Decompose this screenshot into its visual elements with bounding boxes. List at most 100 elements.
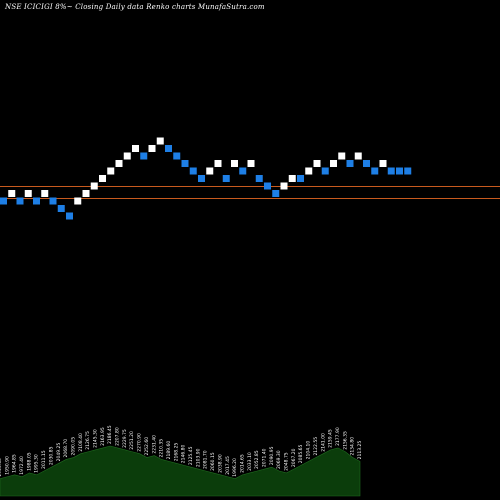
volume-label: 2038.90 (217, 454, 223, 473)
volume-label: 2113.25 (357, 441, 363, 460)
volume-label: 2134.80 (350, 437, 356, 456)
volume-label: 2103.90 (195, 448, 201, 467)
volume-panel: 1953.60 1950.90 1964.85 1972.40 1988.05 1995.… (0, 425, 363, 497)
renko-brick-down (173, 152, 181, 160)
reference-lines (0, 186, 500, 199)
volume-label: 1950.90 (4, 456, 10, 475)
volume-label: 2067.20 (291, 448, 297, 467)
renko-brick-up (305, 167, 313, 175)
renko-brick-down (297, 175, 304, 182)
renko-brick-up (280, 182, 288, 190)
renko-brick-down (239, 167, 247, 175)
renko-brick-up (107, 167, 115, 175)
volume-label: 2189.60 (166, 441, 172, 460)
volume-label: 2081.70 (203, 450, 209, 469)
renko-brick-down (16, 197, 24, 205)
renko-brick-down (165, 145, 172, 152)
volume-label: 1964.85 (12, 454, 18, 473)
volume-label: 2186.45 (107, 425, 113, 444)
volume-label: 2210.35 (159, 439, 165, 458)
volume-label: 2071.40 (261, 448, 267, 467)
volume-label: 2125.45 (188, 446, 194, 465)
renko-brick-down (222, 175, 230, 182)
volume-label: 2085.65 (298, 444, 304, 463)
renko-brick-up (313, 160, 321, 167)
volume-label: 1953.60 (0, 458, 3, 477)
renko-brick-down (346, 160, 354, 167)
renko-brick-down (272, 190, 280, 197)
volume-label: 2231.40 (151, 435, 157, 454)
volume-label: 2146.80 (181, 444, 187, 463)
chart-title: NSE ICICIGI 8%~ Closing Daily data Renko… (5, 3, 265, 11)
volume-label: 2270.90 (137, 433, 143, 452)
renko-brick-up (74, 197, 82, 205)
volume-label: 2122.55 (313, 437, 319, 456)
renko-brick-up (41, 190, 49, 197)
renko-brick-down (363, 160, 370, 167)
volume-label: 2108.40 (78, 433, 84, 452)
volume-label: 2090.05 (70, 437, 76, 456)
volume-label: 2156.35 (342, 431, 348, 450)
renko-brick-up (123, 152, 131, 160)
volume-label: 2068.70 (63, 439, 69, 458)
renko-brick-down (189, 167, 197, 175)
volume-label: 2090.95 (269, 446, 275, 465)
renko-brick-up (247, 160, 255, 167)
volume-label: 2033.10 (247, 452, 253, 471)
renko-brick-up (379, 160, 387, 167)
volume-label: 2229.75 (122, 429, 128, 448)
renko-brick-down (396, 167, 403, 175)
volume-label: 2141.00 (320, 433, 326, 452)
renko-brick-up (115, 160, 123, 167)
renko-brick-down (387, 167, 395, 175)
volume-label: 2052.85 (254, 450, 260, 469)
renko-brick-down (181, 160, 189, 167)
volume-label: 2069.30 (276, 450, 282, 469)
renko-brick-up (99, 175, 106, 182)
renko-bricks (0, 137, 412, 220)
volume-label: 2048.75 (284, 452, 290, 471)
volume-label: 2159.45 (328, 429, 334, 448)
volume-label: 2252.60 (144, 437, 150, 456)
renko-brick-up (148, 145, 156, 152)
renko-brick-down (264, 182, 271, 190)
volume-label: 2207.80 (115, 427, 121, 446)
renko-brick-up (231, 160, 238, 167)
volume-label: 2168.25 (173, 443, 179, 462)
renko-brick-down (140, 152, 148, 160)
renko-brick-up (24, 190, 32, 197)
renko-brick-up (156, 137, 164, 145)
renko-brick-up (206, 167, 214, 175)
volume-label: 2251.20 (129, 431, 135, 450)
renko-brick-up (288, 175, 296, 182)
volume-label: 2104.10 (306, 441, 312, 460)
volume-label: 2014.65 (239, 454, 245, 473)
volume-label: 1988.05 (26, 452, 32, 471)
renko-brick-down (321, 167, 329, 175)
renko-brick-down (0, 197, 7, 205)
volume-label: 2145.30 (93, 429, 99, 448)
renko-brick-up (338, 152, 346, 160)
volume-label: 2163.95 (100, 427, 106, 446)
volume-label: 1995.30 (34, 454, 40, 473)
renko-brick-down (33, 197, 40, 205)
renko-brick-up (330, 160, 337, 167)
volume-label: 2060.15 (210, 452, 216, 471)
renko-brick-up (82, 190, 90, 197)
volume-label: 1996.20 (232, 458, 238, 477)
renko-brick-up (214, 160, 222, 167)
renko-brick-down (66, 212, 73, 220)
volume-label: 2011.15 (41, 450, 47, 469)
renko-brick-down (371, 167, 379, 175)
volume-label: 2126.75 (85, 431, 91, 450)
volume-label: 1972.40 (19, 456, 25, 475)
renko-brick-up (354, 152, 362, 160)
volume-label: 2049.25 (56, 443, 62, 462)
volume-label: 2177.90 (335, 427, 341, 446)
renko-brick-up (90, 182, 98, 190)
renko-brick-down (57, 205, 65, 212)
renko-brick-up (132, 145, 139, 152)
renko-brick-down (49, 197, 57, 205)
